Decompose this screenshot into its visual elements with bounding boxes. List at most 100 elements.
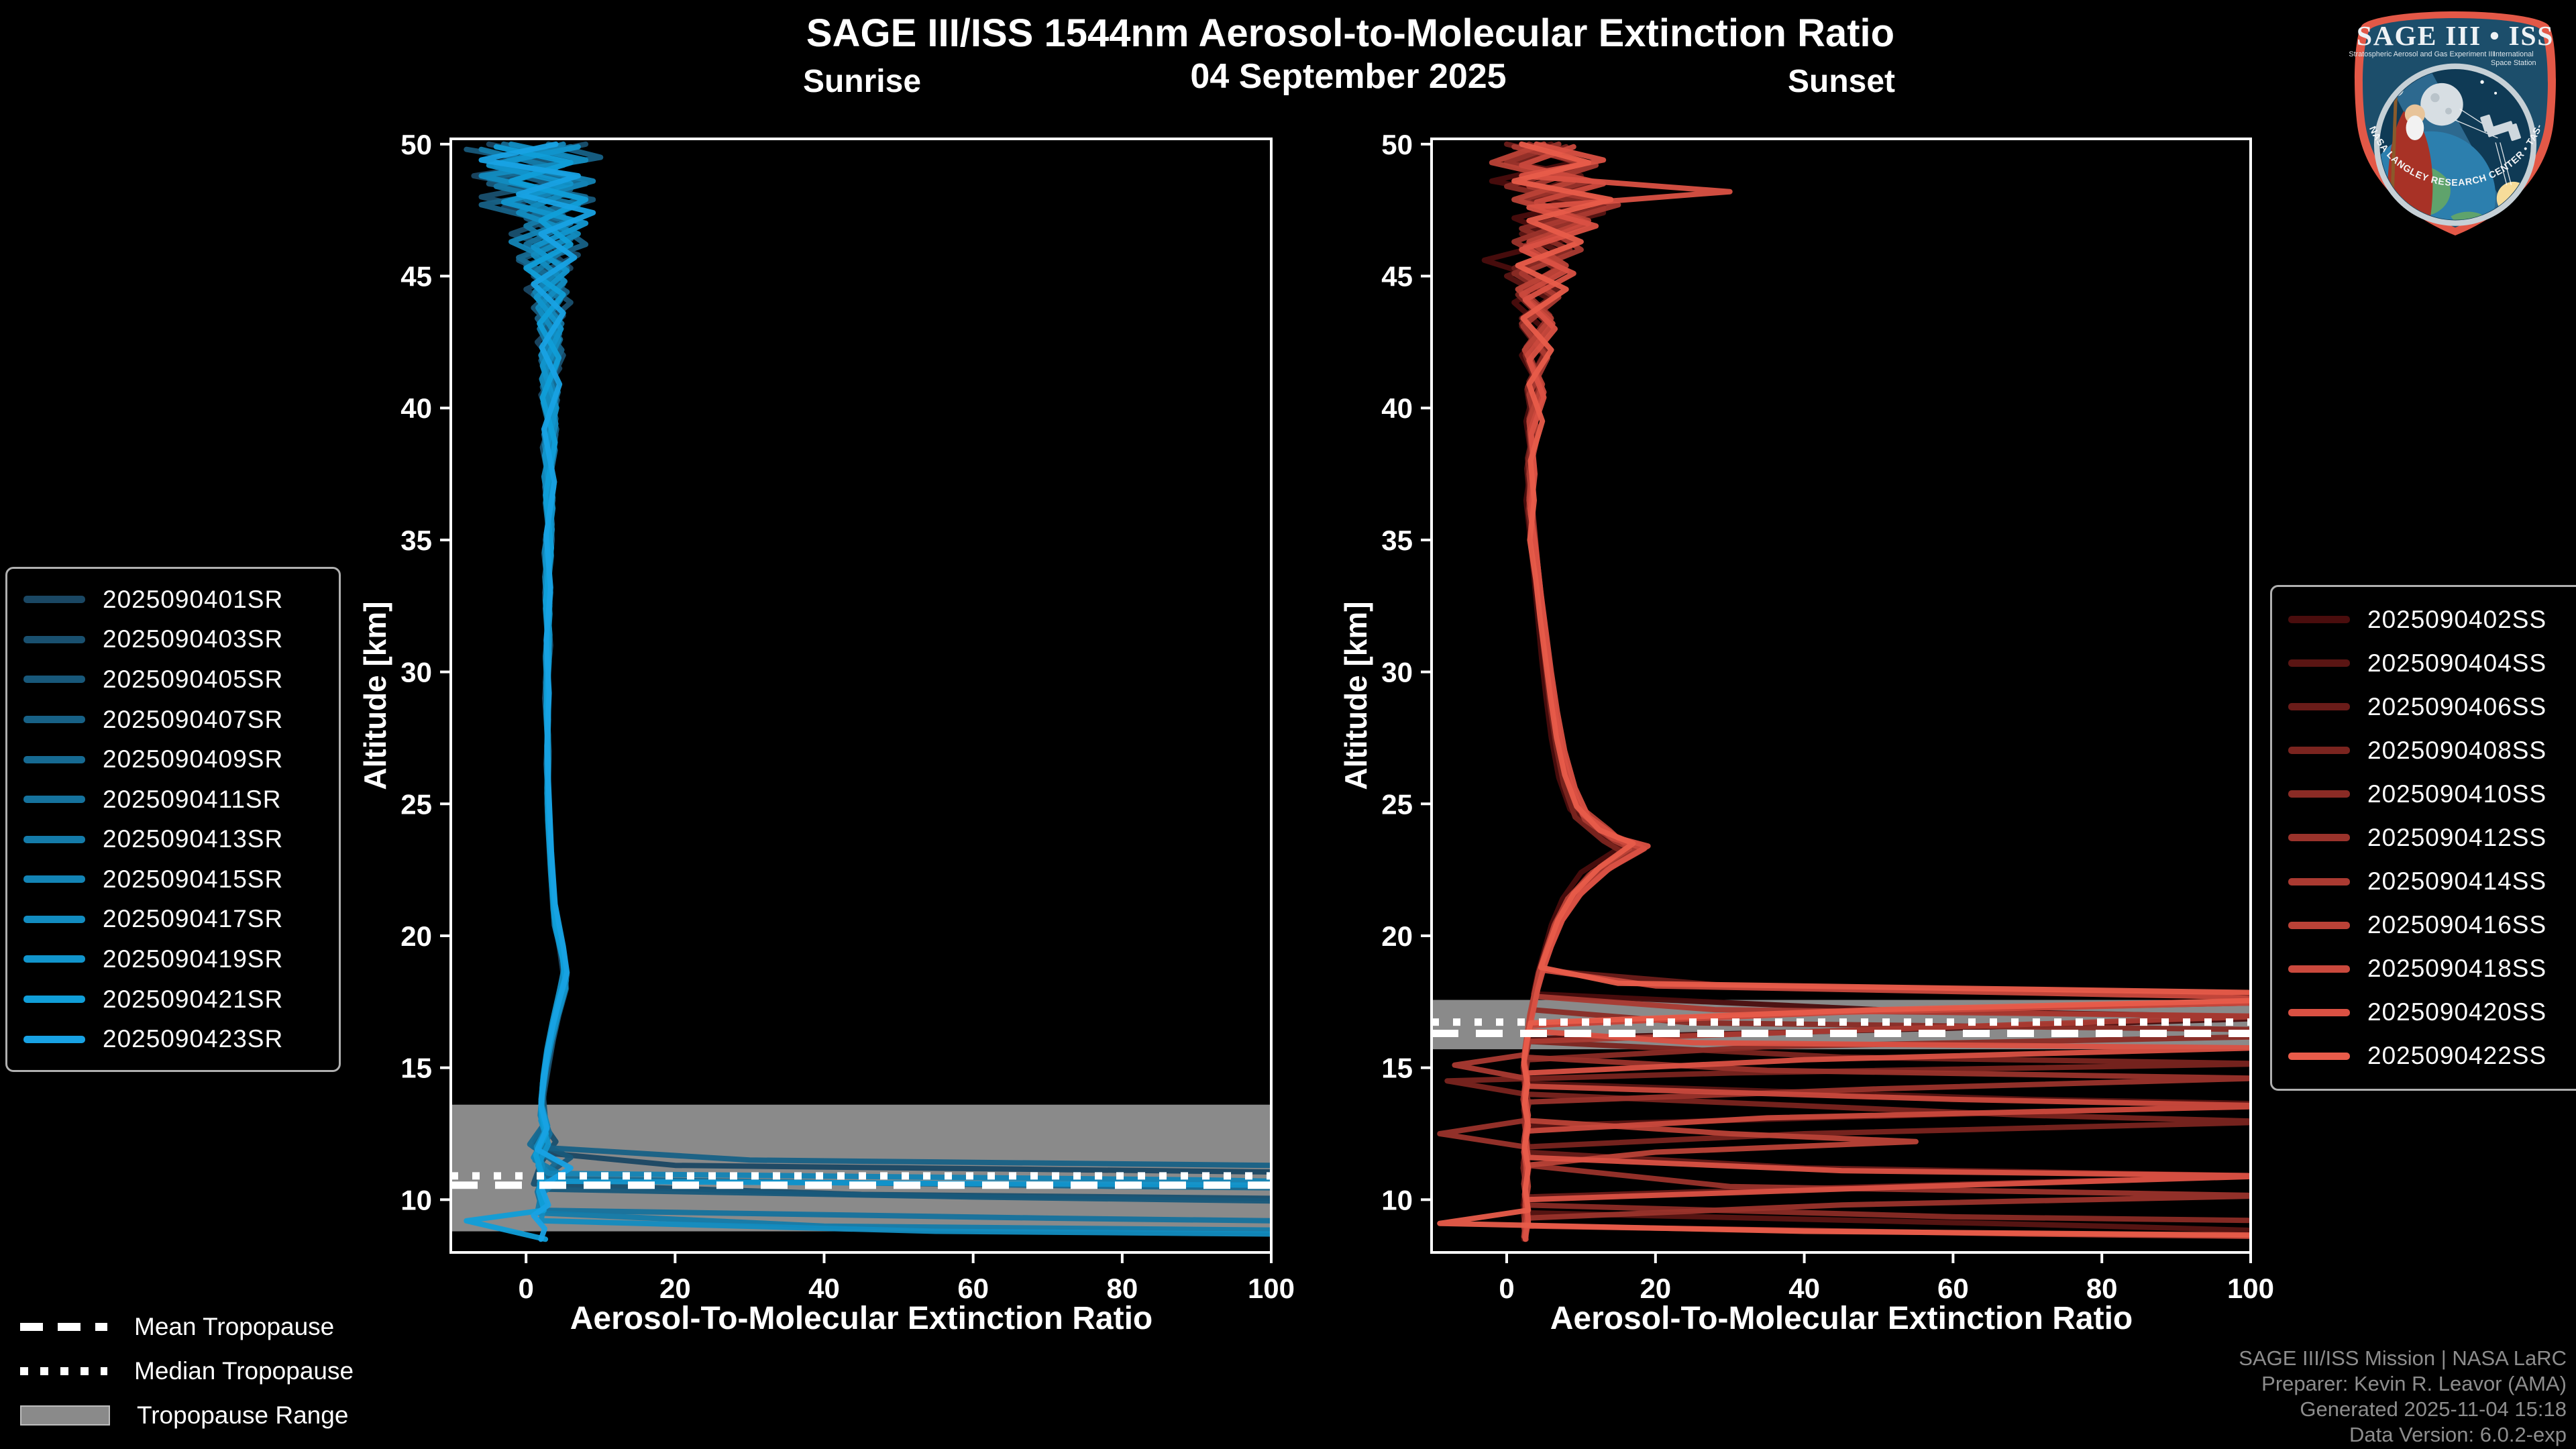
legend-event-label: 2025090415SR (103, 865, 284, 893)
x-tick-label: 60 (957, 1273, 989, 1304)
legend-event-label: 2025090411SR (103, 785, 282, 813)
sunset-x-axis-label: Aerosol-To-Molecular Extinction Ratio (1550, 1301, 2133, 1336)
y-tick-label: 25 (1381, 788, 1413, 820)
legend-event-label: 2025090402SS (2367, 605, 2547, 633)
profile-line-2025090405SR (464, 146, 1271, 1204)
legend-item-2025090418SS: 2025090418SS (2288, 950, 2576, 987)
sunrise-panel-title: Sunrise (802, 64, 922, 99)
profile-line-2025090407SR (478, 141, 1271, 1169)
legend-item-2025090405SR: 2025090405SR (23, 661, 323, 698)
patch-subtitle-right1: International (2493, 50, 2534, 58)
legend-event-label: 2025090403SR (103, 625, 284, 653)
legend-item-2025090407SR: 2025090407SR (23, 701, 323, 739)
y-tick-label: 20 (1381, 920, 1413, 952)
y-tick-label: 40 (1381, 392, 1413, 424)
legend-event-label: 2025090414SS (2367, 867, 2547, 895)
legend-color-swatch (23, 915, 85, 923)
legend-item-2025090402SS: 2025090402SS (2288, 601, 2576, 639)
x-tick-label: 40 (808, 1273, 840, 1304)
patch-scene (2380, 69, 2530, 220)
dashed-line-swatch (20, 1323, 107, 1331)
y-tick-label: 35 (400, 525, 432, 556)
legend-event-label: 2025090408SS (2367, 736, 2547, 764)
x-tick-label: 100 (2227, 1273, 2274, 1304)
legend-item-2025090410SS: 2025090410SS (2288, 775, 2576, 813)
legend-item-2025090417SR: 2025090417SR (23, 900, 323, 938)
legend-item-2025090403SR: 2025090403SR (23, 621, 323, 658)
legend-color-swatch (2288, 965, 2350, 973)
legend-item-2025090411SR: 2025090411SR (23, 781, 323, 818)
legend-event-label: 2025090418SS (2367, 955, 2547, 983)
sunrise-panel: 0 20 40 60 80 100 10 15 20 25 30 35 40 45 50 (400, 129, 1295, 1304)
legend-item-2025090409SR: 2025090409SR (23, 741, 323, 778)
sunrise-x-axis-label: Aerosol-To-Molecular Extinction Ratio (570, 1301, 1153, 1336)
legend-color-swatch (23, 996, 85, 1004)
legend-item-2025090416SS: 2025090416SS (2288, 906, 2576, 944)
legend-color-swatch (23, 955, 85, 963)
legend-color-swatch (2288, 790, 2350, 798)
profile-line-2025090422SS (1437, 141, 2251, 1238)
moon-crater (2445, 107, 2452, 115)
y-tick-label: 15 (400, 1053, 432, 1084)
legend-color-swatch (23, 796, 85, 804)
legend-color-swatch (23, 635, 85, 643)
legend-event-label: 2025090412SS (2367, 823, 2547, 851)
tropopause-legend: Mean Tropopause Median Tropopause Tropop… (20, 1312, 354, 1430)
sage-iss-mission-patch: SAGE III • ISS Stratospheric Aerosol and… (2343, 8, 2556, 235)
legend-event-label: 2025090419SR (103, 945, 284, 973)
iss-icon (2480, 114, 2521, 142)
legend-color-swatch (23, 676, 85, 684)
x-tick-label: 60 (1937, 1273, 1969, 1304)
moon (2420, 83, 2463, 126)
x-tick-label: 80 (1106, 1273, 1138, 1304)
profile-line-2025090401SR (471, 141, 1271, 1175)
x-tick-label: 0 (519, 1273, 534, 1304)
legend-item-2025090401SR: 2025090401SR (23, 581, 323, 619)
x-tick-label: 40 (1788, 1273, 1820, 1304)
legend-item-2025090408SS: 2025090408SS (2288, 732, 2576, 769)
profile-line-2025090415SR (500, 141, 1271, 1184)
legend-color-swatch (2288, 1052, 2350, 1060)
legend-color-swatch (2288, 834, 2350, 842)
x-tick-label: 80 (2086, 1273, 2118, 1304)
profile-line-2025090421SR (464, 144, 589, 1242)
y-tick-label: 50 (400, 129, 432, 160)
profile-line-2025090409SR (486, 141, 1271, 1191)
legend-label: Mean Tropopause (134, 1313, 335, 1340)
legend-item-2025090413SR: 2025090413SR (23, 820, 323, 858)
sunset-panel-title: Sunset (1787, 64, 1896, 99)
y-tick-label: 15 (1381, 1053, 1413, 1084)
y-tick-label: 30 (1381, 657, 1413, 688)
footer-line: Generated 2025-11-04 15:18 (2300, 1397, 2567, 1421)
y-tick-label: 10 (400, 1184, 432, 1216)
profile-line-2025090413SR (478, 146, 1271, 1233)
legend-color-swatch (2288, 703, 2350, 711)
legend-event-label: 2025090409SR (103, 745, 284, 773)
legend-label: Median Tropopause (134, 1357, 354, 1385)
plot-frame (1430, 138, 2252, 1254)
legend-item-2025090414SS: 2025090414SS (2288, 863, 2576, 900)
legend-item-2025090423SR: 2025090423SR (23, 1020, 323, 1058)
legend-item-2025090422SS: 2025090422SS (2288, 1037, 2576, 1075)
legend-item-2025090415SR: 2025090415SR (23, 861, 323, 898)
x-tick-label: 100 (1248, 1273, 1295, 1304)
legend-color-swatch (2288, 616, 2350, 624)
y-tick-label: 25 (400, 788, 432, 820)
legend-item-2025090421SR: 2025090421SR (23, 981, 323, 1018)
legend-color-swatch (2288, 877, 2350, 885)
profile-line-2025090423SR (478, 141, 596, 1242)
y-tick-label: 10 (1381, 1184, 1413, 1216)
profile-line-2025090403SR (478, 141, 1271, 1201)
legend-color-swatch (2288, 659, 2350, 667)
mean-tropopause-legend-item: Mean Tropopause (20, 1312, 354, 1342)
x-tick-label: 20 (1640, 1273, 1671, 1304)
legend-event-label: 2025090410SS (2367, 780, 2547, 808)
gray-patch-swatch (20, 1405, 110, 1426)
sunrise-event-legend: 2025090401SR 2025090403SR 2025090405SR 2025… (5, 567, 341, 1072)
patch-subtitle-right2: Space Station (2491, 59, 2536, 67)
moon-crater (2430, 93, 2440, 103)
profile-line-2025090411SR (493, 144, 1271, 1224)
plot-frame (449, 138, 1273, 1254)
y-tick-label: 45 (1381, 261, 1413, 292)
